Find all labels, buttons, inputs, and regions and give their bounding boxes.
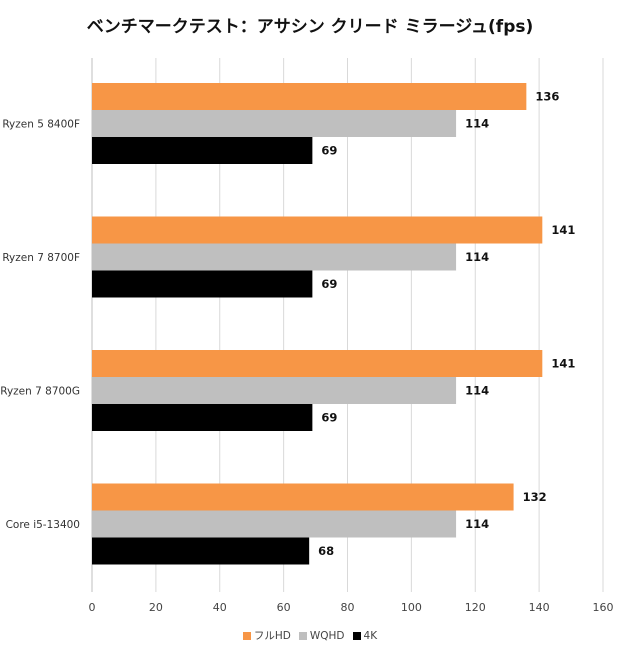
x-tick-label: 20: [149, 601, 163, 614]
bar: [92, 510, 457, 538]
bar: [92, 483, 514, 511]
data-label: 114: [465, 117, 489, 131]
data-label: 136: [535, 90, 559, 104]
x-tick-label: 60: [277, 601, 291, 614]
category-label: Core i5-13400: [6, 519, 80, 531]
data-label: 141: [551, 357, 575, 371]
bar: [92, 83, 527, 110]
legend-label: フルHD: [253, 630, 291, 642]
category-label: Ryzen 5 8400F: [2, 119, 80, 131]
data-label: 132: [523, 490, 547, 504]
legend-label: 4K: [363, 629, 378, 642]
data-label: 69: [321, 277, 337, 291]
category-label: Ryzen 7 8700G: [0, 386, 80, 398]
data-label: 114: [465, 250, 489, 264]
data-label: 141: [551, 223, 575, 237]
category-label: Ryzen 7 8700F: [2, 252, 80, 264]
bar: [92, 404, 313, 431]
bar: [92, 377, 457, 404]
legend-label: WQHD: [309, 629, 345, 642]
data-label: 68: [318, 544, 334, 558]
legend-item: フルHD: [242, 628, 291, 643]
x-tick-label: 80: [341, 601, 355, 614]
x-tick-label: 160: [593, 601, 614, 614]
x-tick-label: 0: [89, 601, 96, 614]
x-tick-label: 100: [401, 601, 422, 614]
bar: [92, 537, 310, 565]
data-label: 69: [321, 411, 337, 425]
bars: [92, 83, 543, 565]
bar: [92, 270, 313, 298]
legend-item: WQHD: [298, 629, 345, 642]
legend-swatch: [352, 631, 361, 640]
data-label: 69: [321, 144, 337, 158]
legend-swatch: [242, 631, 251, 640]
x-tick-label: 120: [465, 601, 486, 614]
legend-item: 4K: [352, 629, 378, 642]
chart-title: ベンチマークテスト：アサシン クリード ミラージュ(fps): [86, 17, 534, 37]
bar: [92, 216, 543, 244]
legend-swatch: [298, 631, 307, 640]
bar: [92, 110, 457, 137]
labels: 0 20 40 60 80 100 120 140 160 Ryzen 5 8400F 136 114…: [0, 90, 613, 615]
legend: フルHD WQHD 4K: [0, 628, 620, 643]
data-label: 114: [465, 517, 489, 531]
x-tick-label: 140: [529, 601, 550, 614]
x-tick-label: 40: [213, 601, 227, 614]
bar: [92, 243, 457, 271]
bar: [92, 350, 543, 377]
data-label: 114: [465, 384, 489, 398]
bar: [92, 137, 313, 164]
